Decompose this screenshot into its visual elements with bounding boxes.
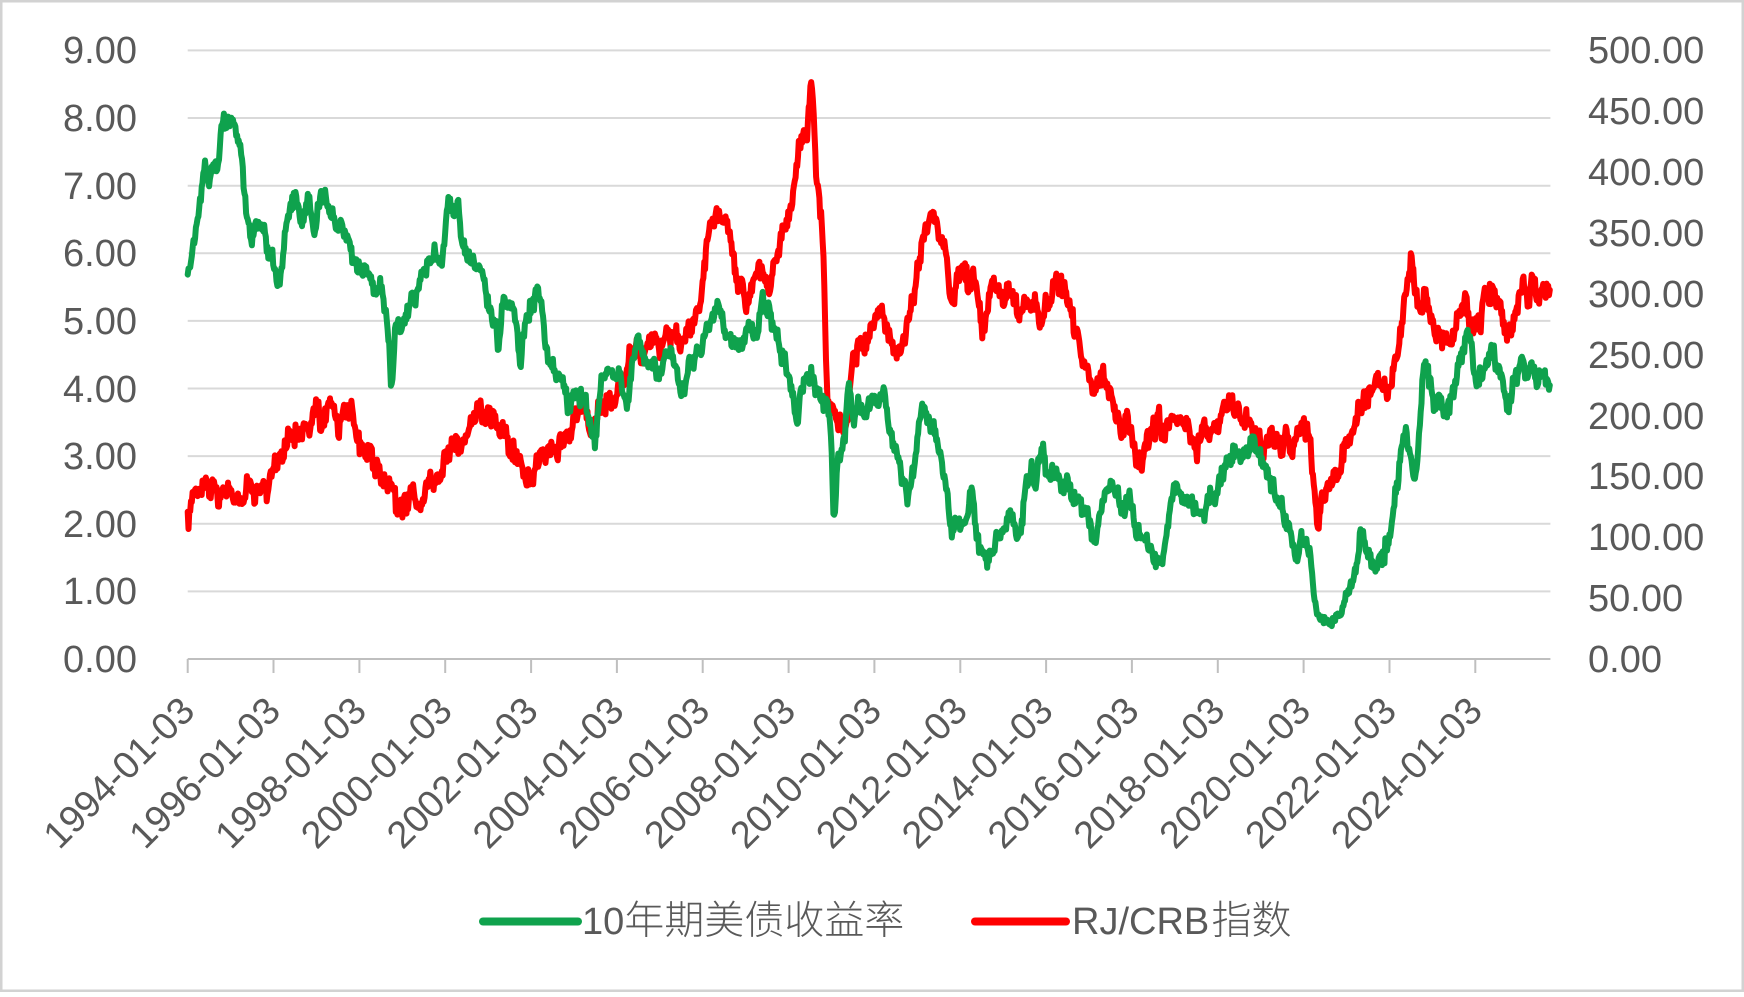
svg-text:250.00: 250.00: [1588, 335, 1704, 377]
svg-text:0.00: 0.00: [63, 639, 137, 681]
svg-text:150.00: 150.00: [1588, 456, 1704, 498]
svg-text:1.00: 1.00: [63, 571, 137, 613]
svg-text:5.00: 5.00: [63, 301, 137, 343]
svg-text:3.00: 3.00: [63, 436, 137, 478]
svg-text:200.00: 200.00: [1588, 396, 1704, 438]
svg-text:7.00: 7.00: [63, 166, 137, 208]
svg-text:4.00: 4.00: [63, 369, 137, 411]
svg-text:10: 10: [582, 901, 624, 943]
svg-text:100.00: 100.00: [1588, 517, 1704, 559]
svg-text:300.00: 300.00: [1588, 274, 1704, 316]
svg-text:450.00: 450.00: [1588, 91, 1704, 133]
svg-text:6.00: 6.00: [63, 233, 137, 275]
svg-text:0.00: 0.00: [1588, 639, 1662, 681]
svg-text:RJ/CRB: RJ/CRB: [1072, 901, 1209, 943]
svg-text:500.00: 500.00: [1588, 30, 1704, 72]
svg-text:50.00: 50.00: [1588, 578, 1683, 620]
svg-text:2.00: 2.00: [63, 504, 137, 546]
svg-text:9.00: 9.00: [63, 30, 137, 72]
svg-text:350.00: 350.00: [1588, 213, 1704, 255]
svg-text:400.00: 400.00: [1588, 152, 1704, 194]
svg-text:8.00: 8.00: [63, 98, 137, 140]
